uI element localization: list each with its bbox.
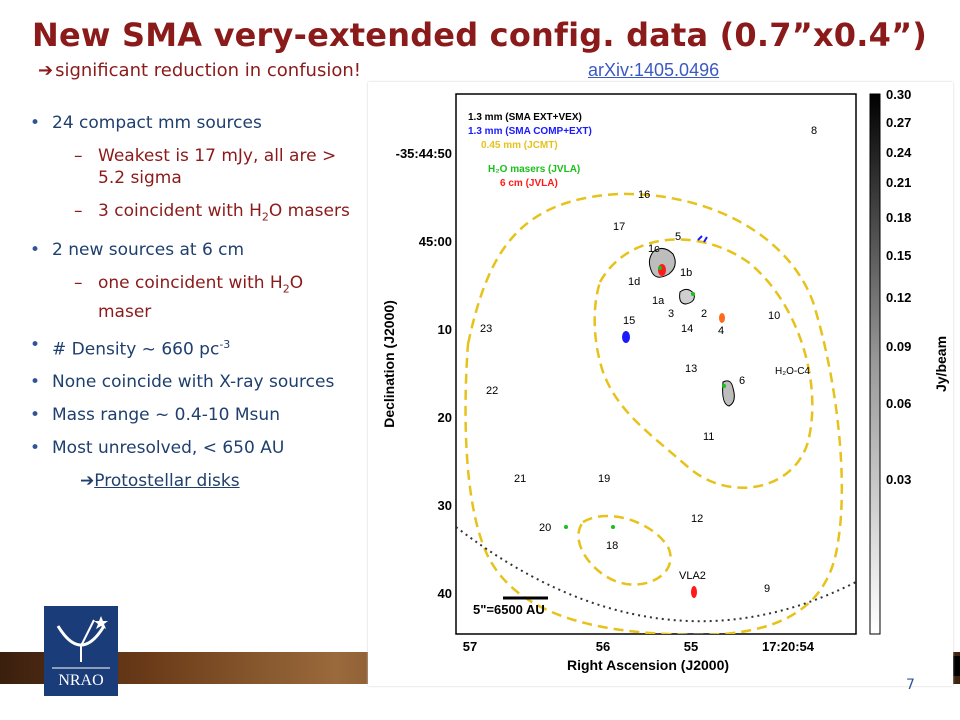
source-label: 1c [648, 243, 660, 255]
source-label: 15 [623, 315, 635, 327]
dec-tick: -35:44:50 [396, 146, 452, 161]
page-number: 7 [906, 677, 915, 693]
source-label: 22 [486, 385, 498, 397]
sub-bullet-item: one coincident with H2O maser [30, 272, 360, 322]
source-label: 2 [701, 308, 707, 320]
legend-item: 6 cm (JVLA) [500, 178, 558, 189]
conclusion-item: ➔Protostellar disks [30, 470, 360, 492]
source-label: 12 [691, 513, 703, 525]
colorbar-tick: 0.18 [886, 210, 911, 225]
colorbar-label: Jy/beam [933, 336, 949, 392]
source-label: 14 [681, 323, 693, 335]
legend-item: 0.45 mm (JCMT) [481, 140, 558, 151]
source-label: 1a [652, 295, 665, 307]
source-label: 16 [638, 189, 650, 201]
source-label: 9 [764, 583, 770, 595]
colorbar-tick: 0.03 [886, 472, 911, 487]
bullet-item: 24 compact mm sources [30, 112, 360, 134]
source-label: 4 [718, 325, 724, 337]
source-label: 1b [680, 267, 692, 279]
source-label: 5 [675, 231, 681, 243]
logo-text: NRAO [58, 672, 103, 689]
plot-frame [455, 93, 857, 635]
bullet-item: Most unresolved, < 650 AU [30, 437, 360, 459]
jcmt-contour-inner [593, 238, 814, 489]
dotted-boundary [456, 526, 856, 623]
arxiv-link[interactable]: arXiv:1405.0496 [588, 60, 720, 80]
jcmt-contour-south [577, 514, 672, 586]
dec-tick: 45:00 [419, 234, 452, 249]
dec-tick: 20 [438, 410, 452, 425]
colorbar-tick: 0.12 [886, 290, 911, 305]
source-label: 13 [685, 363, 697, 375]
water-maser [611, 525, 615, 529]
dec-tick: 40 [438, 586, 452, 601]
source-label: 18 [606, 540, 618, 552]
colorbar [869, 93, 881, 635]
bullet-item: Mass range ~ 0.4-10 Msun [30, 404, 360, 426]
source-label: 19 [598, 473, 610, 485]
ra-tick: 56 [596, 639, 610, 654]
water-maser [658, 266, 662, 270]
bullet-item: 2 new sources at 6 cm [30, 239, 360, 261]
ra-tick: 57 [463, 639, 477, 654]
source-label: 17 [613, 221, 625, 233]
bullet-item: None coincide with X-ray sources [30, 371, 360, 393]
source-label: 10 [768, 310, 780, 322]
source-label: 3 [668, 308, 674, 320]
source-label: VLA2 [679, 570, 706, 582]
subtitle-text: significant reduction in confusion! [55, 60, 361, 81]
colorbar-tick: 0.30 [886, 87, 911, 102]
colorbar-tick: 0.24 [886, 145, 912, 160]
water-maser [722, 384, 726, 388]
colorbar-tick: 0.06 [886, 396, 911, 411]
sub-bullet-item: 3 coincident with H2O masers [30, 200, 360, 228]
source-label: 23 [480, 323, 492, 335]
source-label: 11 [703, 431, 714, 443]
arrow-icon: ➔ [38, 60, 54, 81]
bullet-item: # Density ~ 660 pc-3 [30, 334, 360, 361]
nrao-logo: NRAO [44, 606, 118, 696]
source-label: 6 [739, 375, 745, 387]
source-blob [648, 248, 676, 278]
6cm-source [658, 264, 666, 276]
x-axis-label: Right Ascension (J2000) [567, 657, 729, 673]
legend-item: 1.3 mm (SMA COMP+EXT) [468, 126, 592, 137]
slide-title: New SMA very-extended config. data (0.7”… [32, 16, 928, 54]
source-label: 21 [514, 473, 526, 485]
sub-bullet-item: Weakest is 17 mJy, all are > 5.2 sigma [30, 145, 360, 189]
y-axis-label: Declination (J2000) [381, 300, 397, 428]
bullet-list: 24 compact mm sources Weakest is 17 mJy,… [30, 112, 360, 500]
source-blob [679, 288, 695, 305]
colorbar-tick: 0.27 [886, 115, 911, 130]
water-maser [691, 292, 695, 296]
arrow-icon: ➔ [80, 471, 95, 492]
colorbar-tick: 0.09 [886, 339, 911, 354]
protostellar-disks-link[interactable]: Protostellar disks [94, 471, 240, 492]
legend-item: 1.3 mm (SMA EXT+VEX) [468, 112, 582, 123]
sma-map-figure: 1.3 mm (SMA EXT+VEX) 1.3 mm (SMA COMP+EX… [368, 82, 953, 686]
legend-item: H₂O masers (JVLA) [488, 164, 580, 175]
ra-tick: 17:20:54 [762, 639, 815, 654]
colorbar-tick: 0.21 [886, 175, 911, 190]
source-label: 1d [628, 276, 640, 288]
source-label: 20 [539, 522, 551, 534]
jcmt-contour-outer [464, 192, 844, 634]
scale-bar-label: 5"=6500 AU [473, 602, 545, 617]
dec-tick: 10 [438, 322, 452, 337]
dec-tick: 30 [438, 498, 452, 513]
source-label: H₂O-C4 [775, 366, 810, 377]
slide-subtitle: ➔ significant reduction in confusion! [38, 60, 361, 81]
source-label: 8 [811, 125, 817, 137]
colorbar-tick: 0.15 [886, 248, 911, 263]
ra-tick: 55 [684, 639, 698, 654]
comp-ext-source [622, 331, 630, 343]
6cm-source-vla2 [691, 586, 697, 598]
6cm-source [719, 313, 725, 323]
water-maser [564, 525, 568, 529]
comp-ext-source [697, 235, 708, 243]
